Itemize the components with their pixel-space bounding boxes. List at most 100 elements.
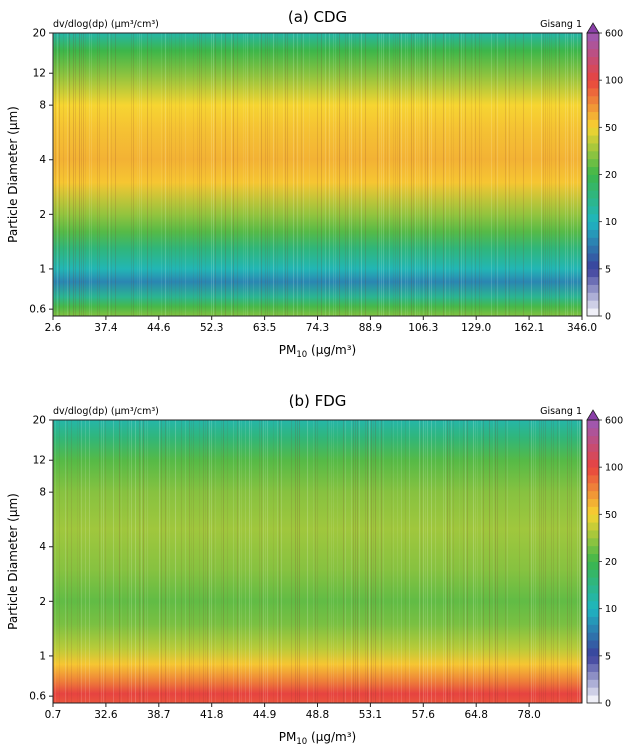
colorbar-segment <box>587 143 599 152</box>
y-tick-label: 4 <box>39 154 46 166</box>
y-tick-label: 8 <box>39 100 46 112</box>
colorbar-segment <box>587 632 599 641</box>
colorbar-segment <box>587 182 599 191</box>
y-tick-label: 20 <box>33 415 46 427</box>
colorbar-tick-label: 600 <box>605 29 623 40</box>
colorbar-segment <box>587 655 599 665</box>
colorbar-tick-label: 50 <box>605 510 617 521</box>
colorbar-segment <box>587 624 599 633</box>
y-tick-label: 12 <box>33 455 46 467</box>
colorbar-segment <box>587 530 599 539</box>
y-tick-label: 12 <box>33 68 46 80</box>
x-tick-label: 64.8 <box>465 709 488 721</box>
y-tick-label: 2 <box>39 596 46 608</box>
x-tick-label: 0.7 <box>45 709 62 721</box>
x-axis-label-units: (μg/m³) <box>307 343 356 357</box>
chart-title: (b) FDG <box>289 392 347 410</box>
colorbar-segment <box>587 585 599 594</box>
colorbar-segment <box>587 420 599 429</box>
colorbar-segment <box>587 190 599 199</box>
colorbar-segment <box>587 166 599 175</box>
x-axis-label-subscript: 10 <box>296 737 307 747</box>
colorbar-segment <box>587 616 599 625</box>
colorbar-tick-label: 10 <box>605 604 617 615</box>
x-axis-label-subscript: 10 <box>296 350 307 360</box>
x-tick-label: 52.3 <box>200 322 223 334</box>
colorbar-segment <box>587 88 599 97</box>
colorbar-segment <box>587 64 599 73</box>
colorbar-segment <box>587 467 599 476</box>
colorbar-tick-label: 100 <box>605 76 623 87</box>
heatmap-streaks <box>53 420 582 703</box>
chart-title: (a) CDG <box>288 8 347 26</box>
station-label: Gisang 1 <box>540 406 582 417</box>
colorbar-segment <box>587 135 599 144</box>
colorbar: 0 5 10 20 50 100 600 <box>586 22 623 323</box>
x-tick-label: 63.5 <box>253 322 276 334</box>
colorbar-tick-label: 20 <box>605 557 617 568</box>
colorbar: 0 5 10 20 50 100 600 <box>586 409 623 710</box>
x-tick-label: 78.0 <box>517 709 540 721</box>
colorbar-segment <box>587 506 599 515</box>
x-tick-label: 346.0 <box>567 322 597 334</box>
colorbar-segment <box>587 600 599 610</box>
colorbar-segment <box>587 253 599 262</box>
colorbar-tick-label: 0 <box>605 312 611 323</box>
colorbar-segment <box>587 205 599 215</box>
colorbar-segment <box>587 427 599 437</box>
colorbar-segment <box>587 687 599 696</box>
colorbar-segment <box>587 679 599 688</box>
colorbar-segment <box>587 577 599 586</box>
colorbar-segment <box>587 33 599 42</box>
station-label: Gisang 1 <box>540 19 582 30</box>
colorbar-segment <box>587 221 599 230</box>
colorbar-tick-label: 100 <box>605 463 623 474</box>
colorbar-segment <box>587 174 599 183</box>
x-axis-label-units: (μg/m³) <box>307 730 356 744</box>
colorbar-segment <box>587 119 599 128</box>
colorbar-segment <box>587 56 599 65</box>
y-tick-label: 4 <box>39 541 46 553</box>
colorbar-segment <box>587 308 599 317</box>
colorbar-segment <box>587 284 599 293</box>
colorbar-segment <box>587 276 599 285</box>
colorbar-segment <box>587 443 599 452</box>
colorbar-segment <box>587 95 599 105</box>
colorbar-tick-label: 5 <box>605 651 611 662</box>
colorbar-tick-label: 20 <box>605 170 617 181</box>
colorbar-segment <box>587 671 599 680</box>
colorbar-quantity-label: dv/dlog(dp) (μm³/cm³) <box>53 406 159 417</box>
colorbar-segment <box>587 72 599 81</box>
colorbar-segment <box>587 260 599 270</box>
panel-fdg: (b) FDG dv/dlog(dp) (μm³/cm³) Gisang 1 20 12… <box>6 392 623 747</box>
colorbar-segment <box>587 237 599 246</box>
colorbar-tick-label: 5 <box>605 264 611 275</box>
colorbar-segment <box>587 80 599 89</box>
colorbar-segment <box>587 522 599 531</box>
x-tick-label: 48.8 <box>306 709 329 721</box>
colorbar-segment <box>587 561 599 570</box>
colorbar-segment <box>587 514 599 523</box>
colorbar-tick-label: 10 <box>605 217 617 228</box>
y-tick-label: 0.6 <box>29 304 46 316</box>
x-axis-label: PM10 (μg/m³) <box>279 730 356 747</box>
colorbar-segment <box>587 663 599 672</box>
colorbar-segment <box>587 435 599 444</box>
colorbar-segment <box>587 592 599 602</box>
y-tick-label: 20 <box>33 28 46 40</box>
colorbar-segment <box>587 300 599 309</box>
colorbar-segment <box>587 608 599 617</box>
y-axis-label: Particle Diameter (μm) <box>6 493 20 630</box>
colorbar-segment <box>587 245 599 254</box>
x-tick-label: 74.3 <box>306 322 329 334</box>
y-tick-label: 0.6 <box>29 691 46 703</box>
x-tick-label: 129.0 <box>461 322 491 334</box>
colorbar-segment <box>587 482 599 492</box>
colorbar-segment <box>587 498 599 507</box>
x-tick-label: 106.3 <box>408 322 438 334</box>
y-axis-label: Particle Diameter (μm) <box>6 106 20 243</box>
x-tick-label: 44.6 <box>147 322 171 334</box>
colorbar-segment <box>587 40 599 50</box>
colorbar-segment <box>587 48 599 57</box>
